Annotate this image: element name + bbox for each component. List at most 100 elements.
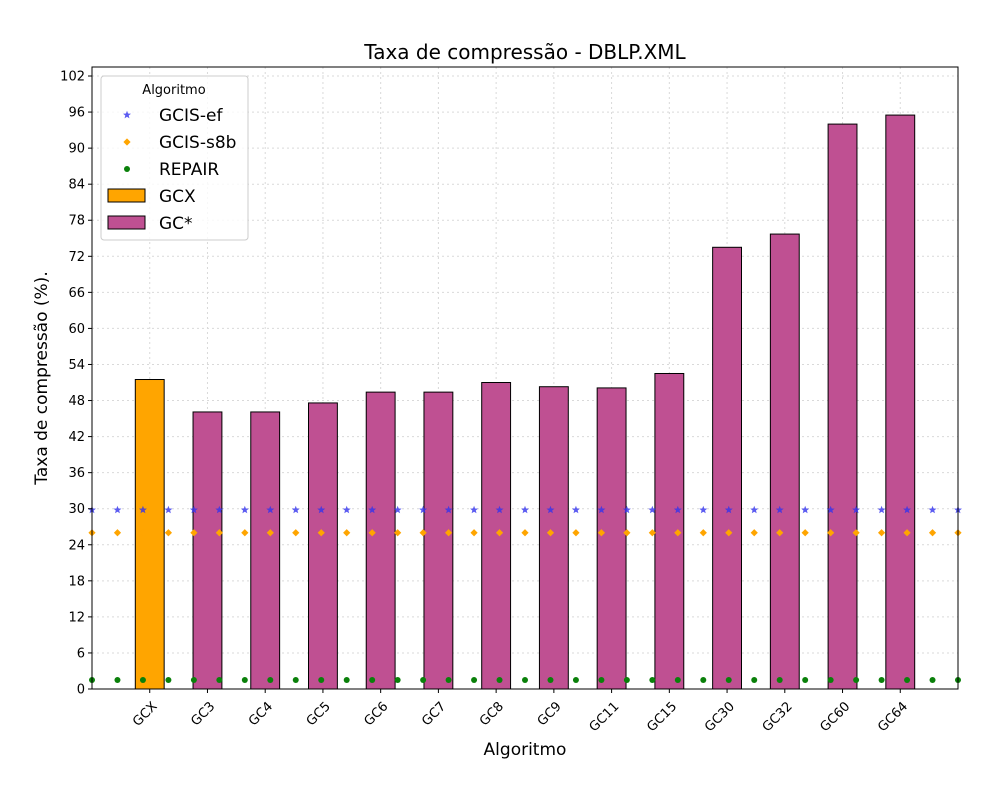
reference-marker [929,676,936,683]
bar-GC30 [712,246,743,690]
reference-marker [724,505,733,514]
legend-label-GCX: GCX [159,187,196,207]
reference-marker [190,676,197,683]
legend-label-GCIS-ef: GCIS-ef [159,106,223,126]
x-tick-label: GC11 [587,699,623,735]
reference-marker [240,505,249,514]
reference-marker [113,529,122,537]
reference-marker [877,505,886,514]
legend-label-REPAIR: REPAIR [159,160,219,180]
reference-marker [801,529,809,537]
x-tick-label: GC5 [304,699,334,729]
reference-marker [546,505,555,514]
reference-marker [266,529,274,537]
reference-marker [419,529,427,537]
y-tick-label: 42 [68,430,85,445]
y-tick-label: 6 [77,646,85,661]
reference-marker [267,676,274,683]
bars-layer [134,114,916,690]
reference-marker [114,676,121,683]
x-tick-label: GCX [130,699,161,730]
reference-marker [369,676,376,683]
reference-marker [470,529,478,537]
bar-GC9 [538,386,569,690]
reference-marker [164,505,173,514]
reference-marker [291,505,300,514]
bar-GC32 [769,233,800,690]
reference-marker [394,529,402,537]
reference-marker [241,529,249,537]
reference-marker [699,529,707,537]
reference-marker [546,529,555,537]
legend-marker-GCIS-ef [123,110,131,119]
x-tick-label: GC64 [875,699,911,735]
reference-marker [648,505,657,514]
reference-marker [648,529,656,537]
legend-entries: GCIS-ef GCIS-s8b REPAIR GCX GC* [107,106,236,234]
reference-marker [928,505,937,514]
reference-marker [827,676,834,683]
legend-label-GC*: GC* [159,214,193,234]
y-tick-label: 90 [68,142,85,157]
reference-marker [750,529,758,537]
reference-marker [622,505,631,514]
plot-frame [91,66,959,690]
x-tick-label: GC7 [419,699,449,729]
legend-entry-GCIS-s8b: GCIS-s8b [123,133,236,153]
reference-marker [904,676,911,683]
reference-marker [420,676,427,683]
reference-marker [826,505,835,514]
reference-marker [241,676,248,683]
reference-marker [853,676,860,683]
reference-line-REPAIR [89,676,961,683]
reference-marker [496,676,503,683]
reference-marker [776,676,783,683]
reference-marker [342,505,351,514]
reference-marker [623,529,631,537]
reference-marker [572,676,579,683]
bar-GC3 [192,411,223,690]
reference-marker [597,529,606,537]
y-axis-title: Taxa de compressão (%). [32,271,52,485]
reference-marker [878,676,885,683]
reference-marker [903,529,911,537]
bar-GC64 [885,114,916,690]
reference-marker [317,529,325,537]
x-tick-label: GC3 [188,699,218,729]
x-tick-label: GC30 [702,699,738,735]
reference-marker [571,505,580,514]
x-tick-label: GC15 [644,699,680,735]
reference-marker [139,676,146,683]
bar-GC5 [308,402,338,690]
reference-marker [801,505,810,514]
bar-GC60 [827,123,858,690]
reference-marker [852,505,861,514]
reference-marker [522,676,528,683]
reference-marker [164,529,173,537]
reference-marker [343,676,350,683]
y-tick-label: 60 [68,322,85,337]
y-tick-label: 48 [68,394,85,409]
legend-swatch-GCX [107,188,146,203]
y-tick-label: 96 [68,106,85,121]
legend-label-GCIS-s8b: GCIS-s8b [159,133,236,153]
legend-entry-REPAIR: REPAIR [124,160,219,180]
y-tick-label: 18 [68,574,85,589]
reference-marker [852,529,860,537]
reference-marker [292,529,300,537]
reference-marker [674,676,681,683]
reference-line-GCIS-s8b [88,529,962,537]
x-tick-label: GC9 [535,699,565,729]
y-tick-label: 72 [68,250,85,265]
legend-entry-GC*: GC* [107,214,193,234]
reference-marker [597,505,606,514]
reference-marker [445,676,452,683]
reference-marker [368,529,376,537]
reference-marker [903,505,912,514]
legend-marker-REPAIR [124,166,130,172]
y-tick-label: 36 [68,466,85,481]
reference-line-GCIS-ef [88,505,962,514]
reference-marker [547,676,554,683]
x-tick-label: GC4 [246,699,276,729]
